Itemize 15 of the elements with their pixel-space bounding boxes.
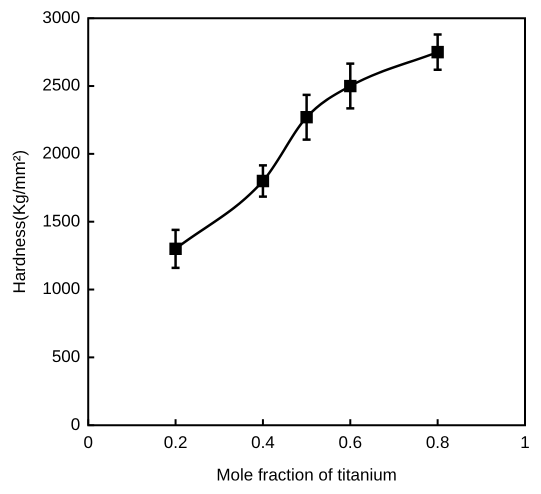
x-tick-label: 0.6 bbox=[338, 433, 362, 452]
y-tick-label: 0 bbox=[70, 414, 80, 434]
y-tick-label: 3000 bbox=[42, 8, 80, 27]
y-tick-label: 2500 bbox=[42, 76, 80, 95]
y-tick-label: 1500 bbox=[42, 211, 80, 230]
x-tick-label: 0.2 bbox=[164, 433, 188, 452]
x-tick-label: 0.8 bbox=[426, 433, 450, 452]
y-tick-label: 500 bbox=[52, 347, 80, 366]
y-axis-title: Hardness(Kg/mm²) bbox=[10, 150, 29, 294]
x-axis-title: Mole fraction of titanium bbox=[216, 465, 397, 484]
y-tick-label: 1000 bbox=[42, 279, 80, 298]
x-tick-label: 0 bbox=[83, 433, 93, 452]
y-tick-label: 2000 bbox=[42, 144, 80, 163]
x-tick-label: 0.4 bbox=[251, 433, 275, 452]
x-tick-label: 1 bbox=[520, 433, 530, 452]
